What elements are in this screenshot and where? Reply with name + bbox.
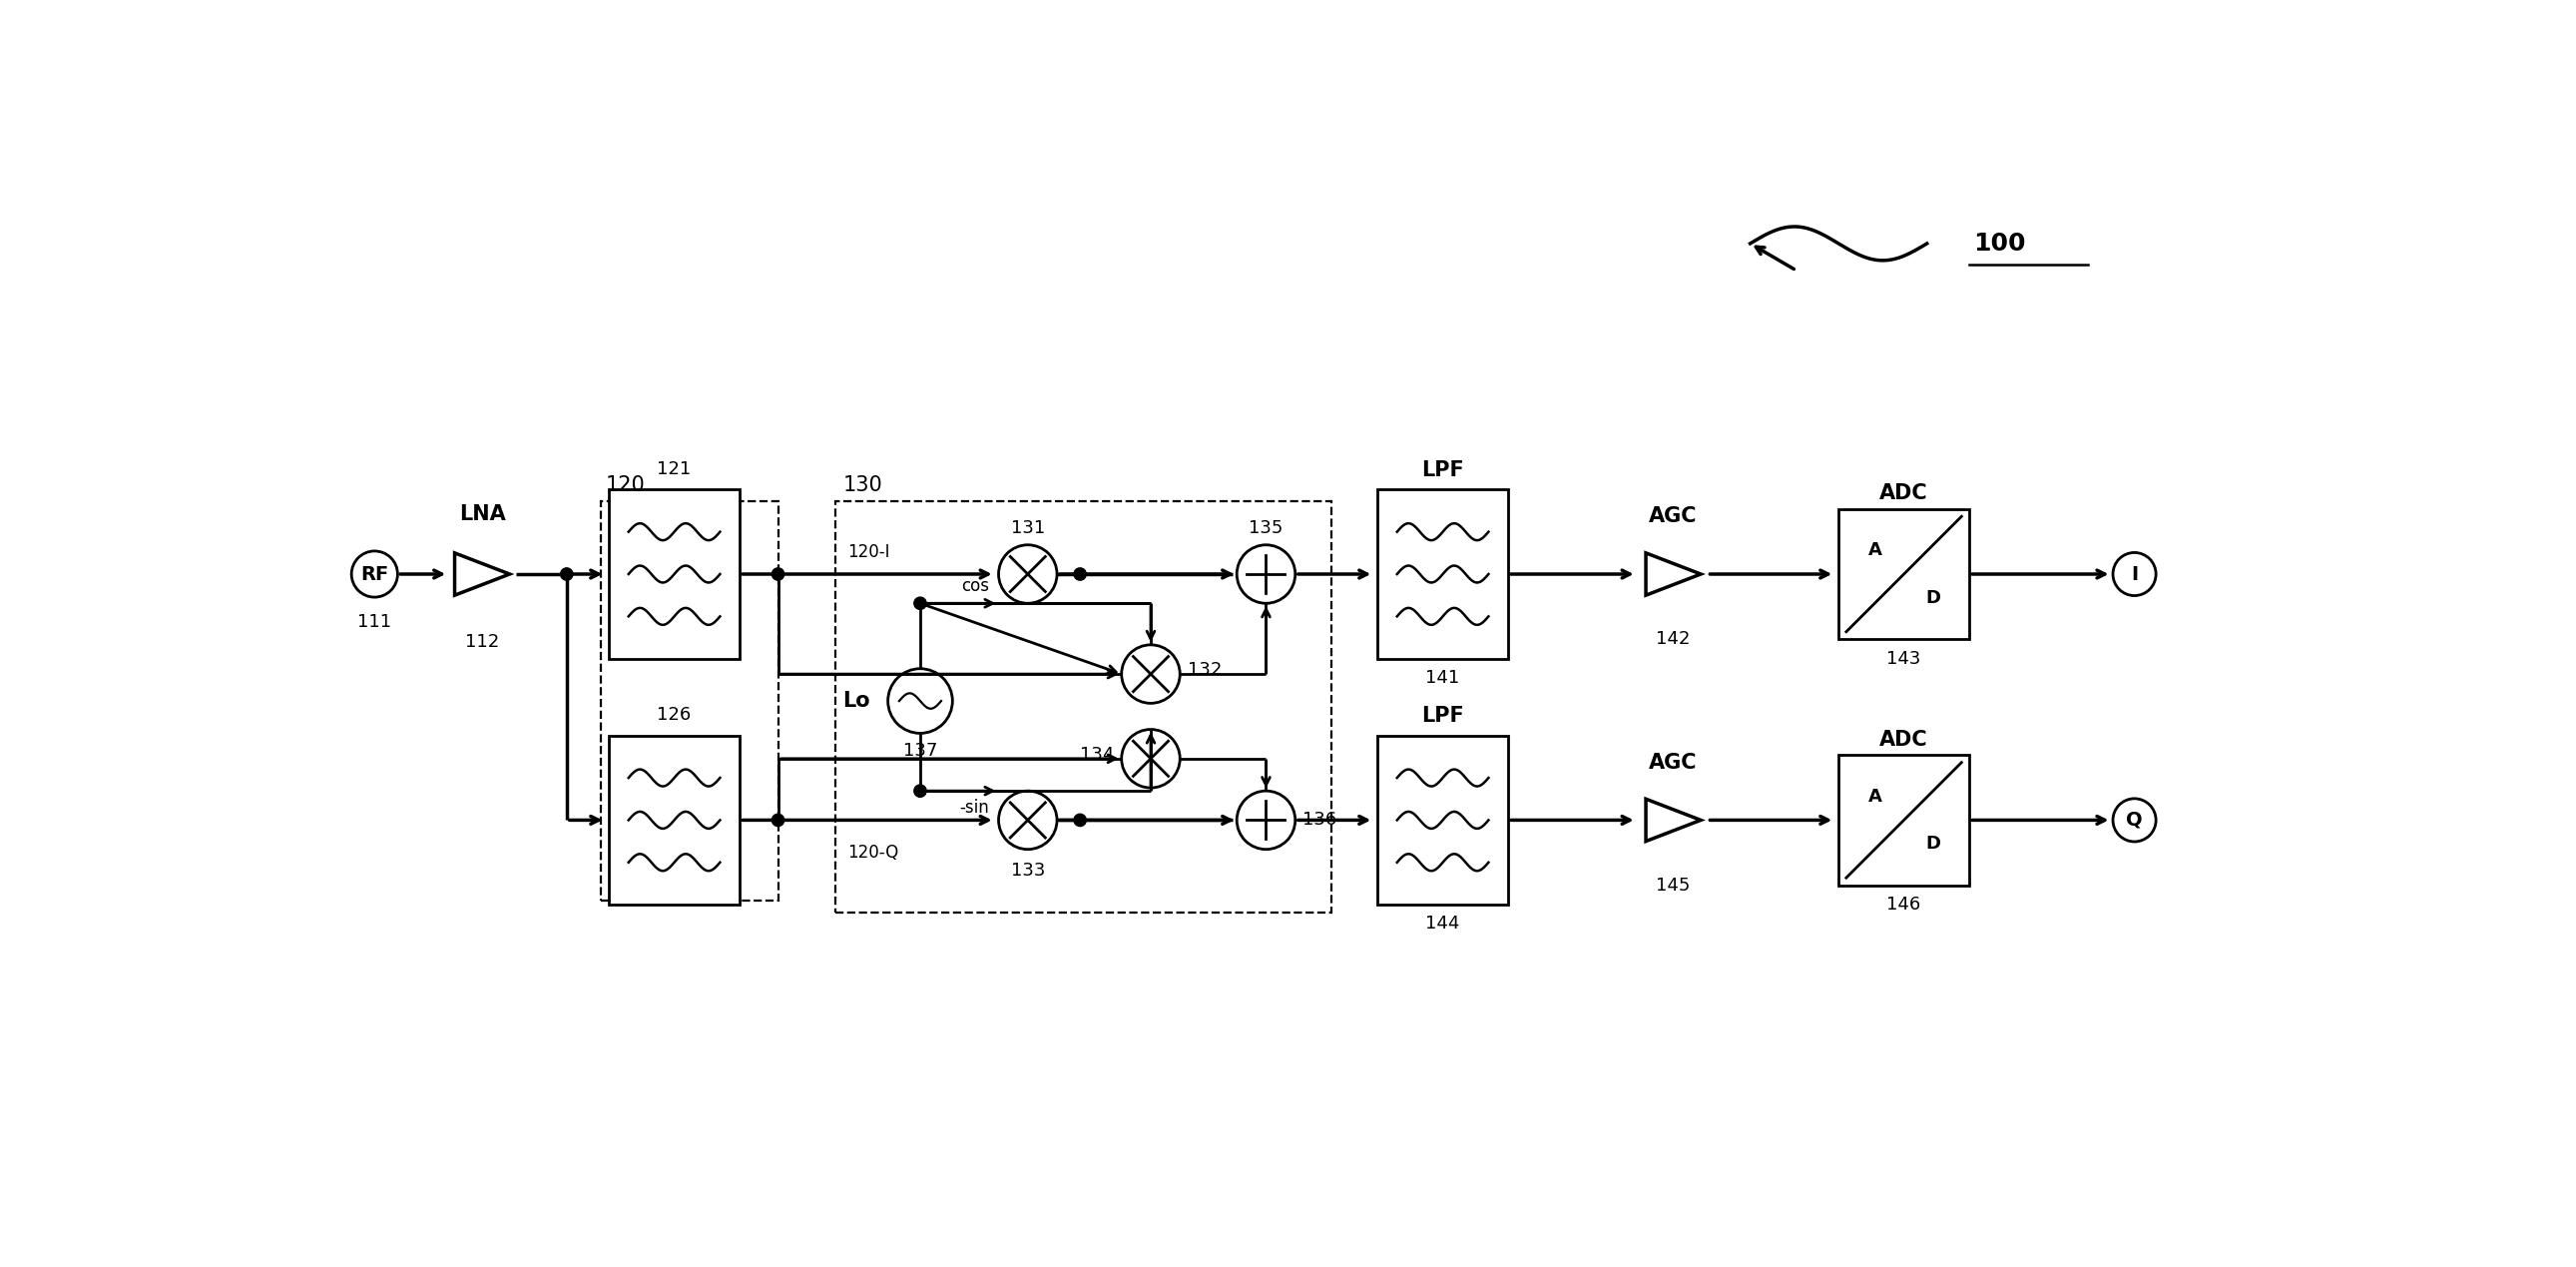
Text: 130: 130: [842, 475, 884, 495]
Text: ADC: ADC: [1880, 484, 1929, 503]
Bar: [835, 500, 1332, 912]
Text: LNA: LNA: [459, 504, 505, 525]
Text: 131: 131: [1010, 519, 1046, 537]
Circle shape: [914, 597, 927, 609]
Bar: [1378, 736, 1507, 905]
Text: AGC: AGC: [1649, 507, 1698, 526]
Text: cos: cos: [961, 578, 989, 595]
Bar: [608, 736, 739, 905]
Text: 120-I: 120-I: [848, 544, 889, 561]
Text: 146: 146: [1886, 896, 1922, 914]
Text: 142: 142: [1656, 631, 1690, 649]
Bar: [1839, 755, 1968, 886]
Circle shape: [773, 813, 783, 826]
Text: 120: 120: [605, 475, 644, 495]
Circle shape: [1074, 813, 1087, 826]
Text: 132: 132: [1188, 661, 1221, 679]
Text: LPF: LPF: [1422, 460, 1463, 480]
Text: 100: 100: [1973, 232, 2025, 256]
Circle shape: [773, 568, 783, 580]
Text: Q: Q: [2125, 811, 2143, 830]
Bar: [1378, 489, 1507, 659]
Text: Lo: Lo: [842, 691, 871, 711]
Bar: [1839, 509, 1968, 640]
Text: D: D: [1924, 835, 1940, 853]
Circle shape: [562, 568, 572, 580]
Text: 136: 136: [1303, 811, 1337, 829]
Text: 135: 135: [1249, 519, 1283, 537]
Bar: [608, 489, 739, 659]
Circle shape: [1074, 568, 1087, 580]
Circle shape: [914, 784, 927, 797]
Text: D: D: [1924, 589, 1940, 607]
Text: ADC: ADC: [1880, 730, 1929, 749]
Text: 134: 134: [1079, 746, 1113, 764]
Text: 141: 141: [1425, 669, 1461, 687]
Text: 137: 137: [904, 742, 938, 760]
Text: A: A: [1868, 788, 1883, 806]
Text: LPF: LPF: [1422, 707, 1463, 726]
Text: AGC: AGC: [1649, 753, 1698, 773]
Text: 121: 121: [657, 460, 690, 478]
Text: 126: 126: [657, 706, 690, 723]
Text: 145: 145: [1656, 877, 1690, 895]
Text: 144: 144: [1425, 915, 1461, 933]
Text: 112: 112: [466, 632, 500, 651]
Text: 143: 143: [1886, 650, 1922, 668]
Text: RF: RF: [361, 565, 389, 584]
Text: 120-Q: 120-Q: [848, 844, 899, 862]
Text: A: A: [1868, 541, 1883, 560]
Text: I: I: [2130, 565, 2138, 584]
Text: 133: 133: [1010, 862, 1046, 879]
Text: -sin: -sin: [961, 798, 989, 817]
Text: 111: 111: [358, 613, 392, 631]
Bar: [600, 500, 778, 901]
